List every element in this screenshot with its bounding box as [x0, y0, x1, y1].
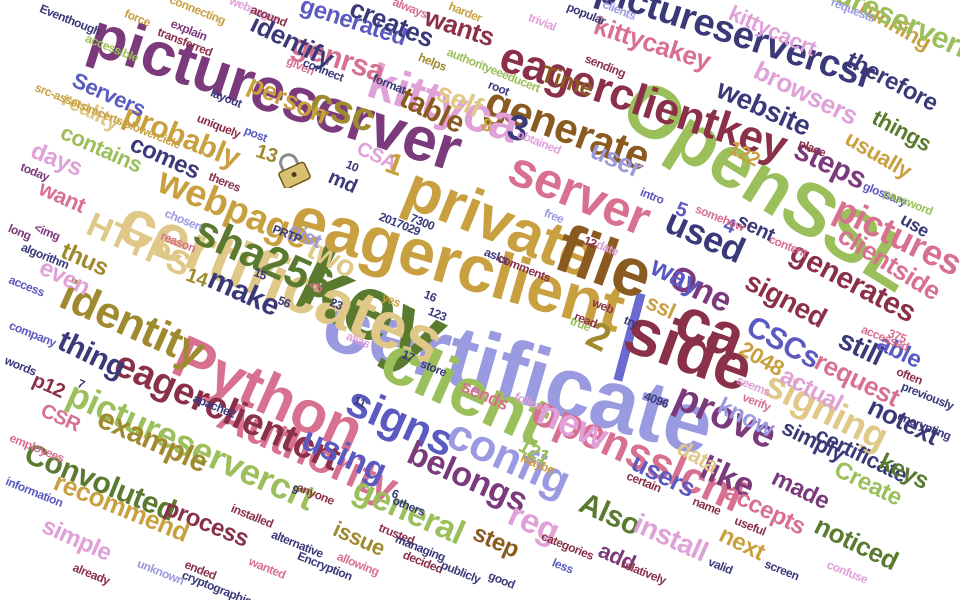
- word-words-160: words: [2, 353, 39, 379]
- word-trivial-135: trivial: [526, 10, 559, 34]
- word-long-156: long: [6, 221, 34, 243]
- word-categories-196: categories: [539, 529, 596, 563]
- word-publicly-171: publicly: [438, 557, 483, 587]
- word-screen-176: screen: [762, 556, 802, 584]
- word-install-45: install: [629, 507, 713, 568]
- word-valid-175: valid: [706, 554, 735, 578]
- word-p12-103: p12: [28, 369, 69, 403]
- word-less-173: less: [550, 555, 576, 577]
- lock-icon: [278, 153, 311, 188]
- word-img-153: <img: [32, 220, 63, 244]
- word-relatively-174: relatively: [619, 556, 668, 588]
- word-10-211: 10: [343, 157, 361, 175]
- word-company-159: company: [7, 318, 59, 350]
- word-noticed-82: noticed: [809, 510, 904, 576]
- pin-icon: [505, 114, 513, 126]
- word-unknown-164: unknown: [135, 556, 187, 588]
- word-good-172: good: [486, 568, 517, 592]
- word-simple-90: simple: [37, 512, 116, 567]
- word-post-149: post: [242, 123, 270, 145]
- word-wanted-167: wanted: [246, 554, 288, 582]
